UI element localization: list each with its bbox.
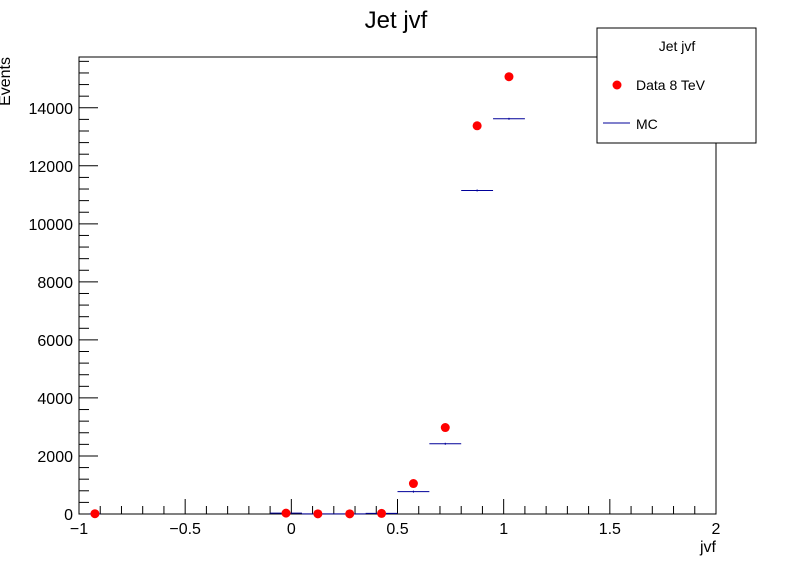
- x-axis: −1 −0.5 0 0.5 1 1.5 2: [70, 499, 721, 538]
- y-axis-label: Events: [0, 57, 14, 106]
- data-point: [504, 72, 514, 82]
- mc-series: [89, 117, 525, 515]
- x-tick-label: −1: [70, 521, 88, 538]
- x-tick-label: 1.5: [599, 521, 621, 538]
- legend-title: Jet jvf: [659, 38, 696, 54]
- data-point: [281, 508, 291, 518]
- data-series: [90, 72, 514, 519]
- legend: Jet jvf Data 8 TeV MC: [596, 27, 757, 144]
- data-point: [345, 509, 355, 519]
- data-point: [313, 509, 323, 519]
- x-axis-label: jvf: [699, 539, 717, 556]
- y-axis: 0 2000 4000 6000 8000 10000 12000 14000: [29, 60, 98, 524]
- y-tick-label: 2000: [37, 449, 73, 466]
- x-tick-label: 0: [287, 521, 296, 538]
- x-tick-label: 2: [712, 521, 721, 538]
- y-tick-label: 14000: [29, 101, 74, 118]
- data-point: [408, 479, 418, 489]
- legend-data-label: Data 8 TeV: [636, 77, 706, 93]
- y-tick-label: 8000: [37, 275, 73, 292]
- legend-data-marker: [612, 80, 622, 90]
- legend-mc-label: MC: [636, 116, 658, 132]
- data-point: [472, 121, 482, 131]
- x-tick-label: 0.5: [386, 521, 408, 538]
- data-point: [377, 508, 387, 518]
- y-tick-label: 0: [64, 507, 73, 524]
- y-tick-label: 4000: [37, 391, 73, 408]
- y-tick-label: 12000: [29, 159, 74, 176]
- y-tick-label: 10000: [29, 217, 74, 234]
- y-tick-label: 6000: [37, 333, 73, 350]
- data-point: [440, 423, 450, 433]
- chart-title: Jet jvf: [365, 7, 428, 34]
- x-tick-label: 1: [499, 521, 508, 538]
- x-tick-label: −0.5: [169, 521, 201, 538]
- legend-box: [596, 27, 757, 144]
- data-point: [90, 509, 100, 519]
